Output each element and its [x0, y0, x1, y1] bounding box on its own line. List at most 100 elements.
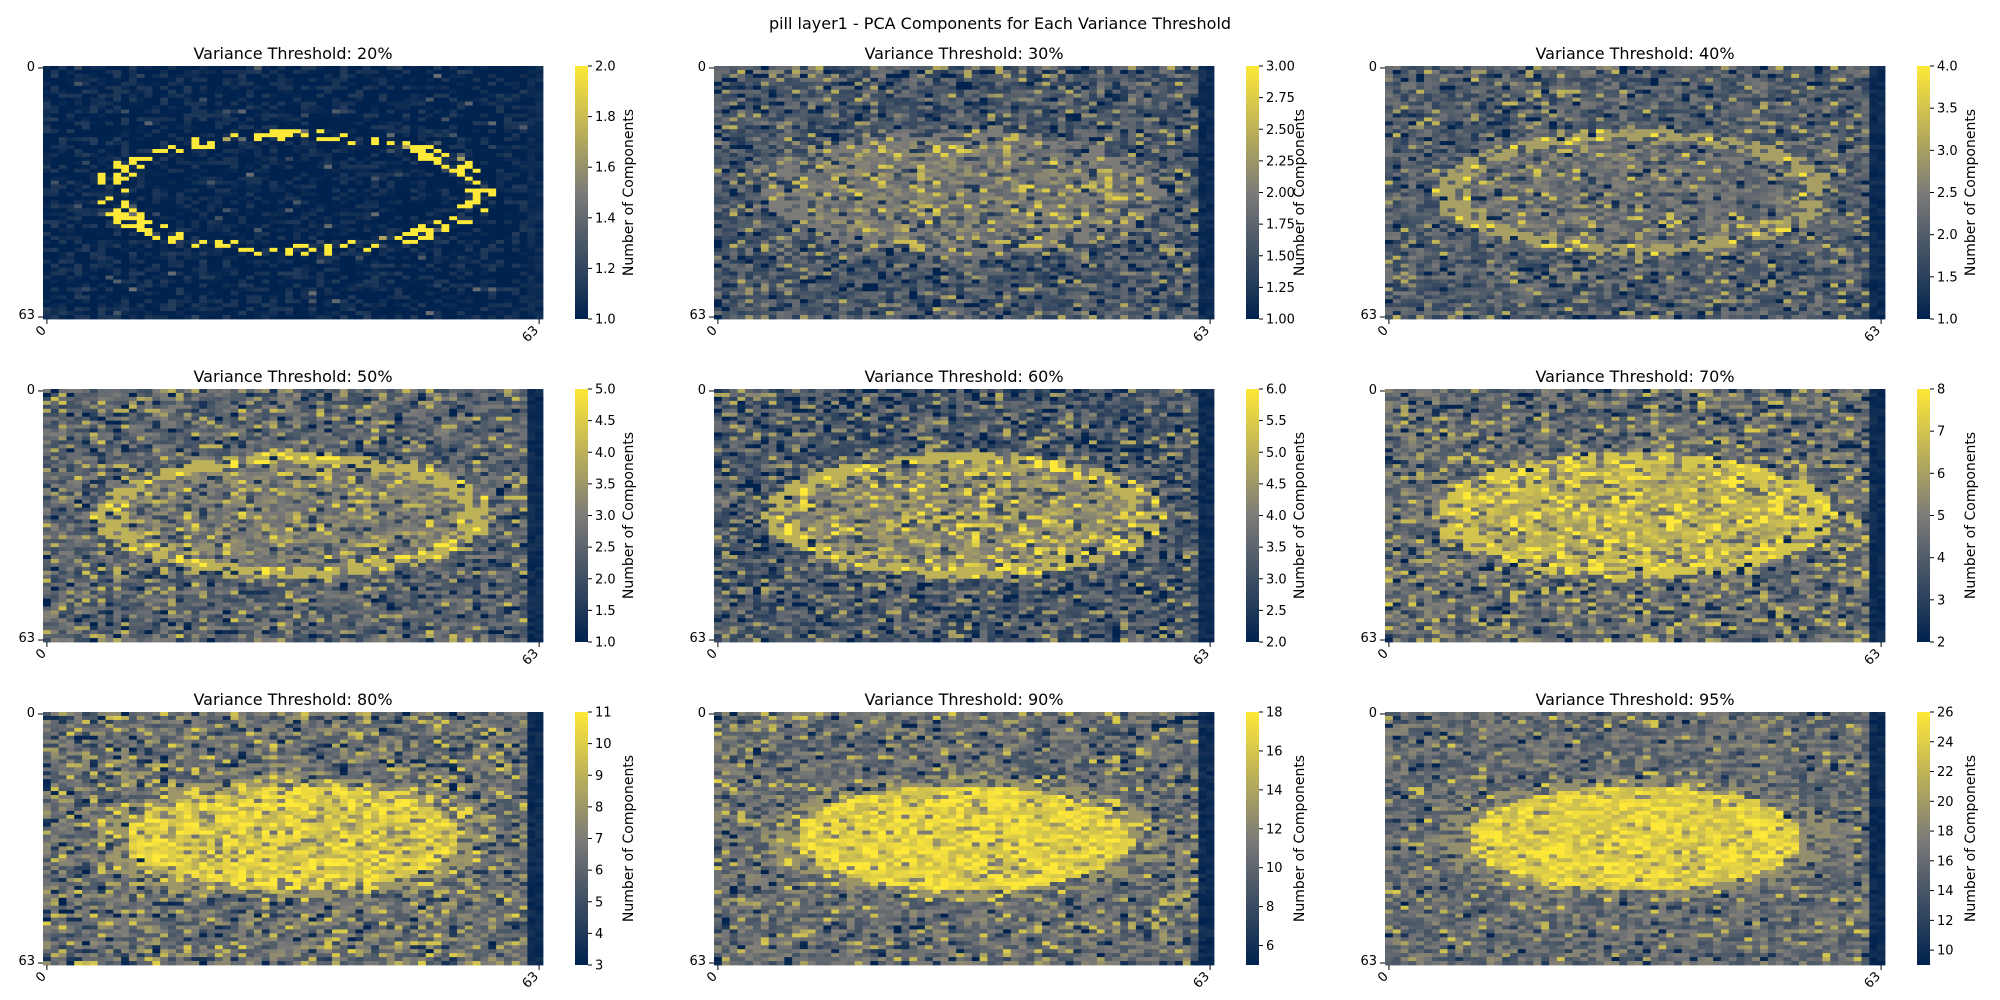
heatmap-cell: [43, 208, 52, 213]
heatmap-cell: [121, 200, 130, 205]
heatmap-cell: [339, 220, 349, 225]
heatmap-cell: [285, 168, 294, 174]
heatmap-cell: [519, 307, 528, 312]
heatmap-cell: [300, 303, 310, 308]
heatmap-cell: [74, 89, 83, 95]
heatmap-cell: [261, 164, 270, 170]
heatmap-cell: [441, 156, 450, 162]
heatmap-cell: [277, 113, 286, 118]
heatmap-cell: [449, 239, 458, 245]
heatmap-cell: [50, 235, 60, 241]
heatmap-cell: [449, 247, 458, 253]
heatmap-cell: [293, 121, 302, 126]
heatmap-cell: [246, 307, 255, 312]
heatmap-cell: [222, 188, 231, 193]
heatmap-cell: [745, 85, 754, 91]
heatmap-cell: [1167, 81, 1176, 87]
heatmap-cell: [207, 149, 216, 154]
heatmap-cell: [355, 271, 364, 276]
heatmap-cell: [792, 97, 801, 102]
heatmap-cell: [511, 89, 520, 95]
heatmap-cell: [472, 149, 481, 154]
heatmap-cell: [285, 73, 294, 79]
heatmap-cell: [269, 263, 278, 269]
heatmap-cell: [253, 267, 263, 272]
heatmap-cell: [207, 109, 216, 114]
colorbar-label: Number of Components: [621, 109, 637, 276]
heatmap-cell: [300, 263, 310, 269]
heatmap-cell: [924, 69, 934, 75]
heatmap-cell: [464, 125, 474, 130]
heatmap-cell: [433, 69, 442, 75]
heatmap-cell: [846, 97, 856, 102]
heatmap-cell: [1143, 69, 1152, 75]
heatmap-cell: [1057, 97, 1066, 102]
heatmap-cell: [144, 180, 153, 185]
heatmap-cell: [472, 228, 481, 233]
heatmap-cell: [82, 141, 91, 146]
heatmap-cell: [823, 69, 832, 75]
heatmap-cell: [1143, 85, 1152, 91]
heatmap-cell: [253, 188, 263, 193]
heatmap-cell: [293, 200, 302, 205]
heatmap-cell: [168, 220, 177, 225]
heatmap-cell: [324, 97, 333, 102]
heatmap-cell: [160, 113, 169, 118]
heatmap-cell: [418, 212, 427, 217]
heatmap-cell: [402, 216, 411, 221]
heatmap-cell: [168, 200, 177, 205]
heatmap-cell: [339, 287, 349, 292]
heatmap-cell: [410, 275, 419, 280]
heatmap-cell: [1049, 105, 1059, 110]
heatmap-cell: [207, 97, 216, 102]
heatmap-cell: [238, 283, 247, 288]
heatmap-cell: [50, 109, 60, 114]
heatmap-cell: [799, 117, 809, 122]
heatmap-cell: [503, 101, 513, 106]
heatmap-cell: [363, 224, 372, 229]
heatmap-cell: [277, 164, 286, 170]
heatmap-cell: [82, 299, 91, 304]
heatmap-cell: [480, 149, 489, 154]
heatmap-cell: [253, 283, 263, 288]
heatmap-cell: [956, 89, 965, 95]
heatmap-cell: [222, 295, 231, 300]
heatmap-cell: [1096, 85, 1106, 91]
heatmap-cell: [831, 85, 840, 91]
heatmap-cell: [355, 247, 364, 253]
heatmap-cell: [496, 117, 505, 122]
heatmap-cell: [480, 216, 489, 221]
heatmap-cell: [410, 69, 419, 75]
heatmap-cell: [371, 315, 380, 320]
heatmap-cell: [1167, 105, 1176, 110]
heatmap-cell: [285, 247, 294, 253]
heatmap-cell: [347, 73, 356, 79]
heatmap-cell: [300, 176, 310, 182]
heatmap-cell: [511, 156, 520, 162]
heatmap-cell: [425, 145, 435, 150]
heatmap-cell: [402, 275, 411, 280]
heatmap-cell: [121, 204, 130, 209]
heatmap-cell: [901, 113, 910, 118]
heatmap-cell: [183, 81, 192, 87]
heatmap-cell: [729, 69, 738, 75]
heatmap-cell: [183, 133, 192, 138]
heatmap-cell: [89, 279, 99, 284]
heatmap-cell: [488, 235, 497, 241]
heatmap-cell: [230, 271, 239, 276]
heatmap-cell: [924, 73, 934, 79]
heatmap-cell: [261, 125, 270, 130]
heatmap-cell: [441, 129, 450, 134]
heatmap-cell: [191, 69, 200, 75]
heatmap-cell: [230, 113, 239, 118]
heatmap-cell: [222, 137, 231, 142]
heatmap-cell: [347, 279, 356, 284]
heatmap-cell: [238, 200, 247, 205]
heatmap-cell: [121, 77, 130, 83]
heatmap-cell: [175, 311, 185, 316]
heatmap-cell: [253, 279, 263, 284]
heatmap-cell: [43, 176, 52, 182]
heatmap-cell: [472, 303, 481, 308]
heatmap-cell: [527, 303, 536, 308]
heatmap-cell: [457, 192, 466, 197]
